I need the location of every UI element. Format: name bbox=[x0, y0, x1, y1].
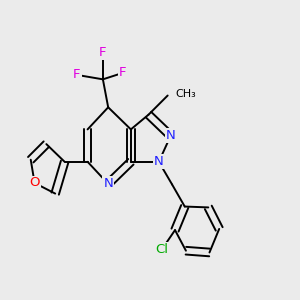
Text: F: F bbox=[73, 68, 81, 81]
Text: CH₃: CH₃ bbox=[175, 89, 196, 99]
Text: O: O bbox=[29, 176, 40, 190]
Text: N: N bbox=[154, 155, 164, 168]
Text: F: F bbox=[99, 46, 106, 59]
Text: Cl: Cl bbox=[155, 243, 168, 256]
Text: N: N bbox=[103, 177, 113, 190]
Text: F: F bbox=[119, 66, 127, 80]
Text: N: N bbox=[166, 129, 176, 142]
